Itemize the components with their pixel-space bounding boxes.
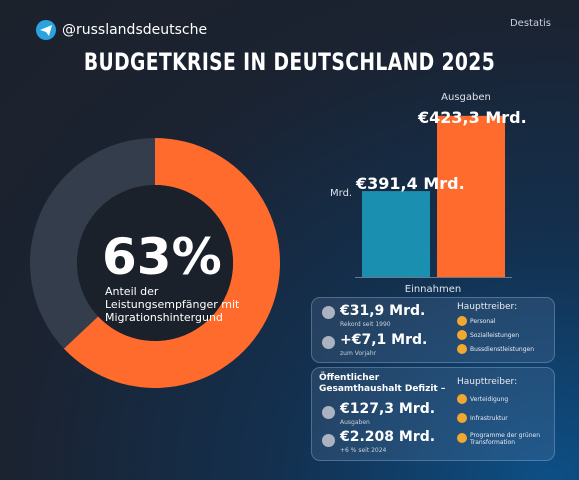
bar <box>437 115 505 277</box>
source: Destatis <box>509 18 551 29</box>
driver: Infrastruktur <box>470 415 508 422</box>
box-note: Rekord seit 1990 <box>340 321 391 328</box>
box-note: Ausgaben <box>340 419 370 426</box>
title: BUDGETKRISE IN DEUTSCHLAND 2025 <box>83 48 496 76</box>
box-value: €31,9 Mrd. <box>340 303 426 319</box>
donut-chart <box>30 138 280 389</box>
category-label: Ausgaben <box>441 92 491 103</box>
box-title: Öffentlicher Gesamthaushalt Defizit – <box>319 373 446 394</box>
donut-segment <box>30 138 156 349</box>
driver: Personal <box>470 318 496 325</box>
info-box: €31,9 Mrd. Rekord seit 1990 +€7,1 Mrd. z… <box>311 297 555 363</box>
icon <box>457 344 467 354</box>
handle: @russlandsdeutsche <box>62 22 208 38</box>
driver: Programme der grünen Transformation <box>470 432 541 446</box>
value-label: €391,4 Mrd. <box>355 174 465 193</box>
icon <box>322 336 335 349</box>
box-value: +€7,1 Mrd. <box>340 332 428 348</box>
icon <box>457 413 467 423</box>
drivers-title: Haupttreiber: <box>457 302 518 312</box>
box-note: +6 % seit 2024 <box>340 447 387 454</box>
driver: Verteidigung <box>470 396 509 403</box>
bar <box>362 191 430 277</box>
icon <box>457 316 467 326</box>
value-label: €423,3 Mrd. <box>417 108 527 127</box>
box-value: €127,3 Mrd. <box>340 401 436 417</box>
icon <box>322 434 335 447</box>
telegram-plane <box>40 25 52 36</box>
icon <box>322 306 335 319</box>
donut-hole <box>77 185 233 341</box>
box-note: zum Vorjahr <box>340 350 377 357</box>
icon <box>457 394 467 404</box>
donut-center-label: 63% <box>102 228 222 286</box>
driver: Bussdienstleistungen <box>470 346 535 353</box>
bar-chart: €391,4 Mrd. €423,3 Mrd. Einnahmen Ausgaben M… <box>330 92 527 295</box>
info-box: Öffentlicher Gesamthaushalt Defizit – €1… <box>311 367 555 461</box>
donut-annotation: Anteil der Leistungsempfänger mit Migrat… <box>105 285 240 324</box>
icon <box>457 330 467 340</box>
icon <box>457 433 467 443</box>
icon <box>322 406 335 419</box>
category-label: Einnahmen <box>405 284 461 295</box>
unit-label: Mrd. <box>330 188 352 199</box>
driver: Sozialleistungen <box>470 332 520 339</box>
drivers-title: Haupttreiber: <box>457 377 518 387</box>
box-value: €2.208 Mrd. <box>340 429 436 445</box>
donut-segment <box>63 138 280 389</box>
